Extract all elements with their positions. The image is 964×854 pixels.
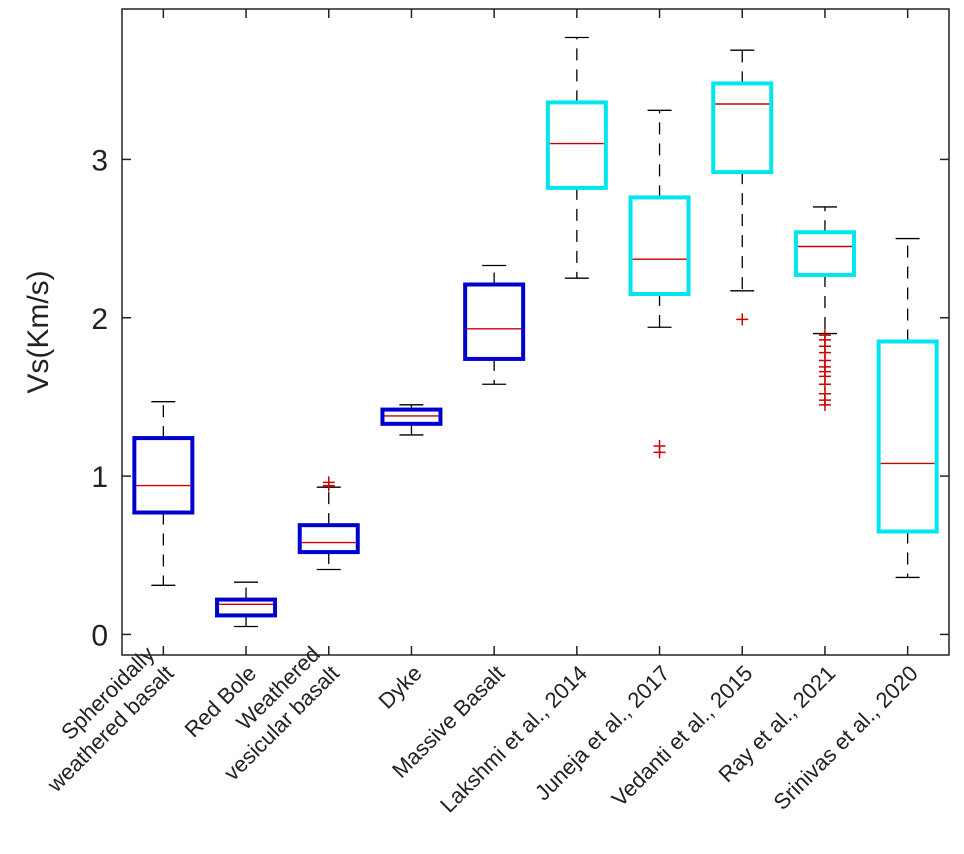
box-iqr xyxy=(380,407,443,426)
y-tick-label: 2 xyxy=(91,303,108,336)
box-iqr xyxy=(876,339,939,534)
box-iqr xyxy=(297,523,360,555)
boxes-layer xyxy=(132,36,939,628)
category-label-line: Srinivas et al., 2020 xyxy=(769,661,923,815)
category-label-line: Lakshmi et al., 2014 xyxy=(435,661,592,818)
box-iqr xyxy=(711,81,774,175)
box-group xyxy=(628,109,691,459)
box-group xyxy=(711,49,774,326)
category-label: Srinivas et al., 2020 xyxy=(769,661,923,815)
box-iqr xyxy=(793,230,856,277)
box-group xyxy=(545,36,608,279)
box-iqr xyxy=(215,597,278,618)
outlier-marker xyxy=(322,476,335,489)
category-label: Lakshmi et al., 2014 xyxy=(435,661,592,818)
outlier-marker xyxy=(736,313,749,326)
y-tick-label: 3 xyxy=(91,144,108,177)
box-iqr xyxy=(463,282,526,361)
y-tick-label: 1 xyxy=(91,461,108,494)
category-label: Dyke xyxy=(374,661,427,714)
outlier-marker xyxy=(653,440,666,452)
box-iqr xyxy=(628,195,691,297)
box-group xyxy=(215,581,278,628)
box-group xyxy=(380,404,443,436)
box-iqr xyxy=(132,436,195,515)
box-group xyxy=(876,237,939,579)
category-label: Vedanti et al., 2015 xyxy=(607,661,758,812)
y-tick-label: 0 xyxy=(91,619,108,652)
y-axis: 0 1 2 3 xyxy=(91,144,949,652)
category-label-line: Dyke xyxy=(374,661,427,714)
y-axis-title: Vs(Km/s) xyxy=(22,270,55,393)
box-group xyxy=(132,401,195,586)
box-iqr xyxy=(545,100,608,190)
box-group xyxy=(297,476,360,571)
outlier-marker xyxy=(818,329,831,342)
plot-area xyxy=(121,8,950,656)
box-group xyxy=(793,206,856,411)
category-label-line: Vedanti et al., 2015 xyxy=(607,661,758,812)
box-group xyxy=(463,264,526,385)
